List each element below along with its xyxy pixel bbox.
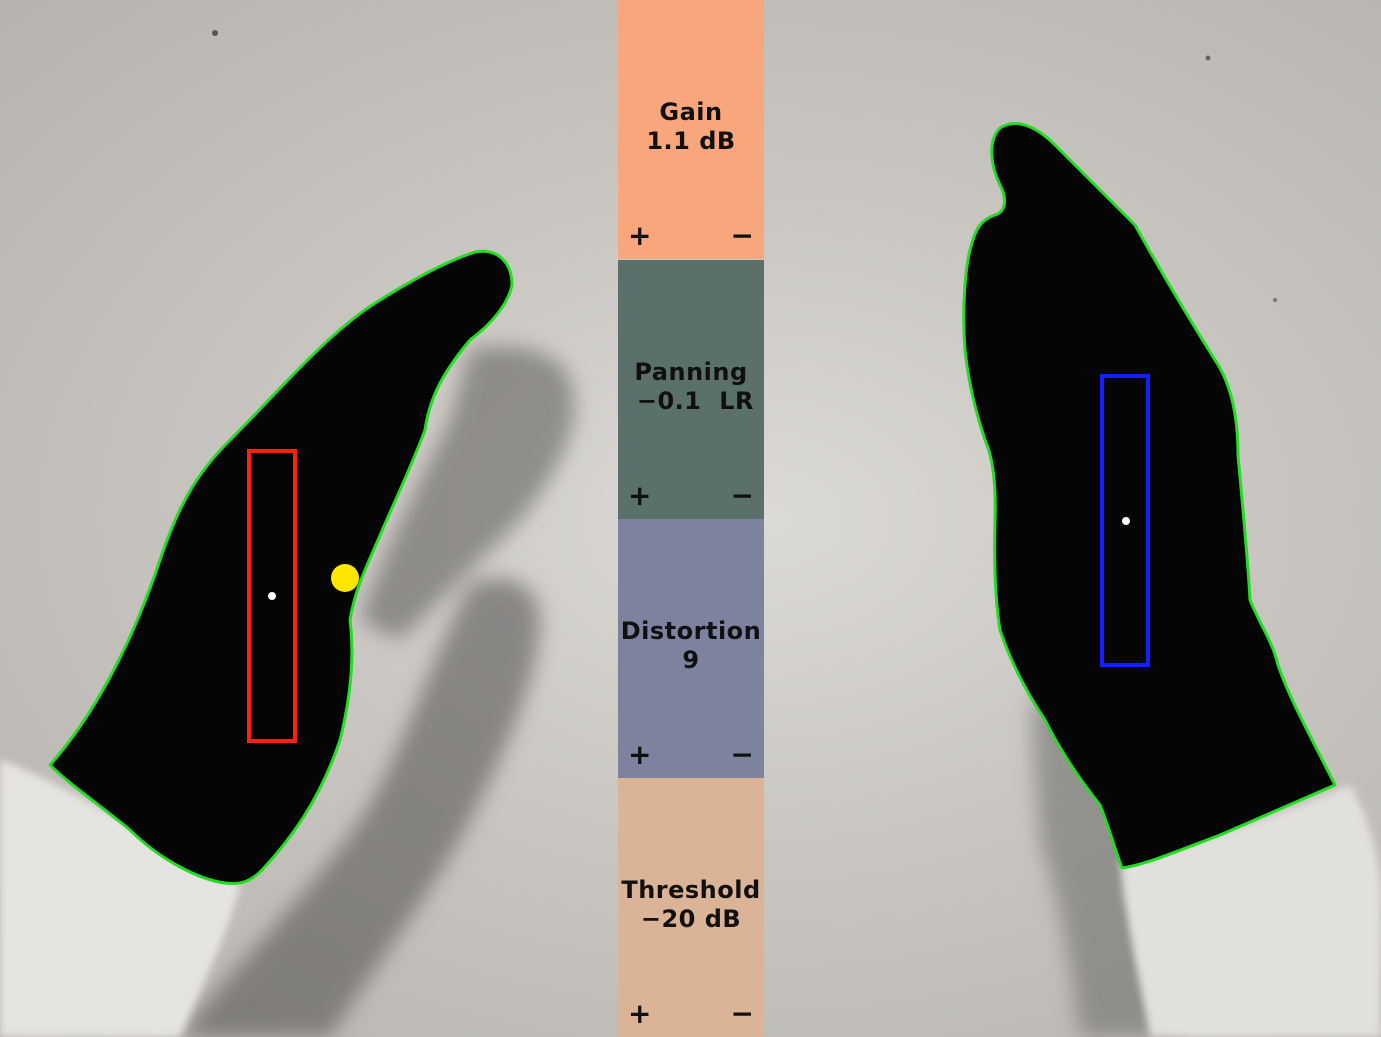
gain-name: Gain [659, 98, 723, 126]
threshold-control[interactable]: Threshold −20 dB + − [618, 778, 764, 1037]
threshold-value: −20 dB [640, 905, 742, 933]
right-hand-tracking-box [1100, 374, 1150, 667]
dust-speck [1273, 298, 1277, 302]
panning-label: Panning −0.1 LR [618, 358, 764, 416]
panning-name: Panning [634, 358, 748, 386]
effects-control-panel: Gain 1.1 dB + − Panning −0.1 LR + − Dist… [618, 0, 764, 1037]
gain-decrease-button[interactable]: − [730, 219, 754, 252]
gain-label: Gain 1.1 dB [618, 98, 764, 156]
threshold-increase-button[interactable]: + [628, 997, 652, 1030]
threshold-decrease-button[interactable]: − [730, 997, 754, 1030]
shadow-left-upper [360, 346, 575, 640]
threshold-label: Threshold −20 dB [618, 876, 764, 934]
left-hand-tracking-box [247, 449, 297, 743]
distortion-name: Distortion [620, 617, 762, 645]
right-hand-center-dot [1122, 517, 1130, 525]
shadow-left-finger [180, 578, 540, 1037]
distortion-control[interactable]: Distortion 9 + − [618, 519, 764, 778]
left-hand-center-dot [268, 592, 276, 600]
dust-speck [212, 30, 218, 36]
threshold-name: Threshold [621, 876, 761, 904]
panning-decrease-button[interactable]: − [730, 479, 754, 512]
gain-control[interactable]: Gain 1.1 dB + − [618, 0, 764, 259]
left-hand-silhouette [48, 249, 514, 886]
gain-increase-button[interactable]: + [628, 219, 652, 252]
distortion-increase-button[interactable]: + [628, 738, 652, 771]
fingertip-marker [331, 564, 359, 592]
gain-value: 1.1 dB [646, 127, 736, 155]
panning-increase-button[interactable]: + [628, 479, 652, 512]
dust-speck [1205, 55, 1211, 61]
distortion-label: Distortion 9 [618, 617, 764, 675]
distortion-decrease-button[interactable]: − [730, 738, 754, 771]
panning-value: −0.1 LR [628, 387, 754, 415]
distortion-value: 9 [682, 646, 700, 674]
panning-control[interactable]: Panning −0.1 LR + − [618, 260, 764, 519]
left-sleeve [0, 760, 240, 1037]
